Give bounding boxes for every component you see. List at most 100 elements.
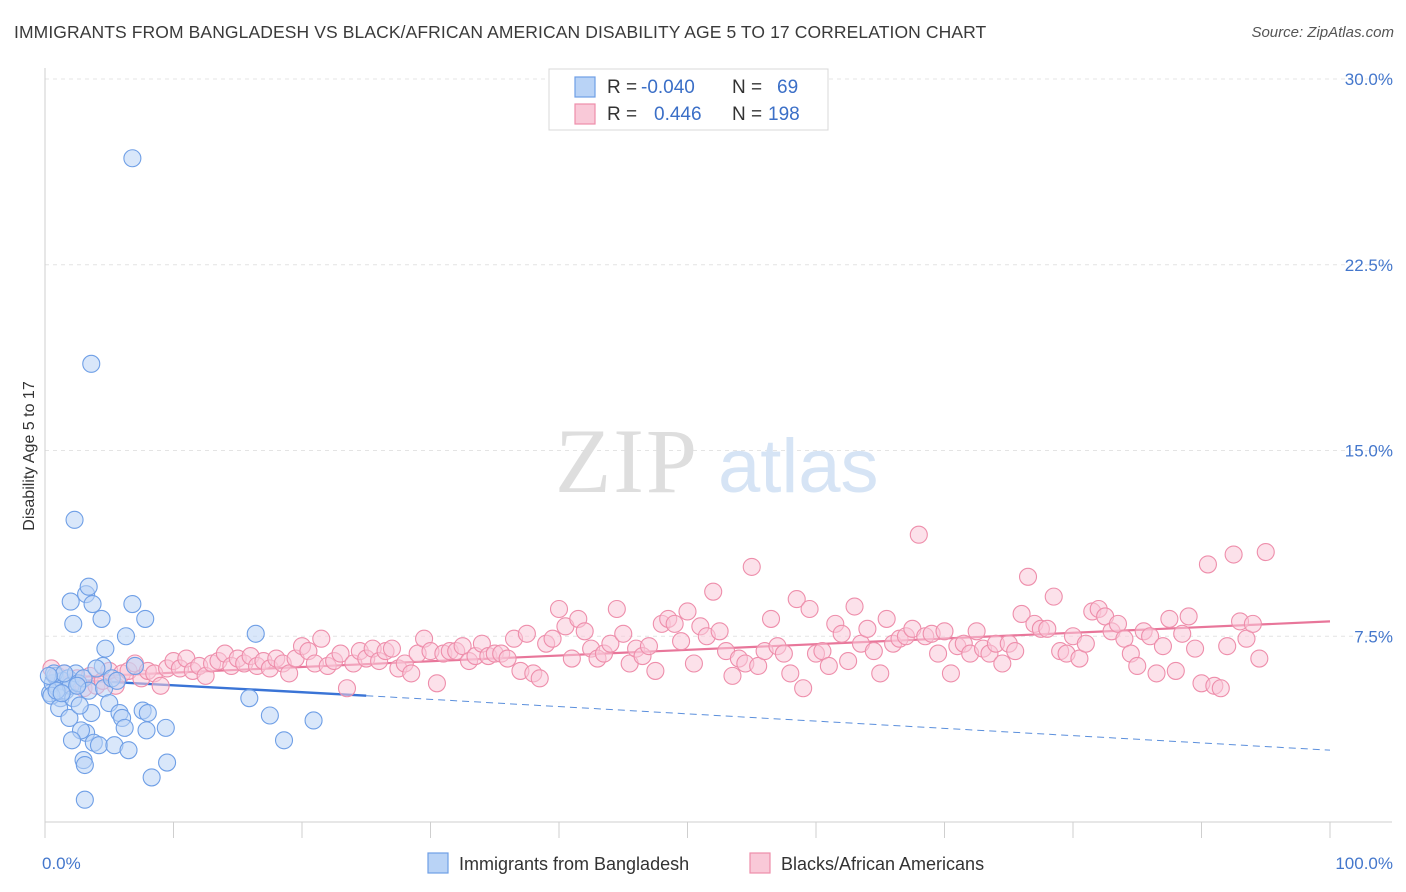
point-black-175 <box>1166 661 1185 680</box>
point-black-56 <box>402 664 421 683</box>
point-black-87 <box>601 634 620 653</box>
point-black-182 <box>1211 679 1230 698</box>
point-black-60 <box>427 674 446 693</box>
y-axis-label: Disability Age 5 to 17 <box>21 381 38 531</box>
point-bangladesh-46 <box>136 609 155 628</box>
point-bangladesh-57 <box>304 711 323 730</box>
point-black-172 <box>1147 664 1166 683</box>
source-label: Source: ZipAtlas.com <box>1251 24 1394 41</box>
point-black-151 <box>1012 604 1031 624</box>
point-black-180 <box>1198 555 1217 574</box>
point-black-115 <box>781 664 800 683</box>
point-black-169 <box>1128 656 1147 676</box>
chart-title: IMMIGRANTS FROM BANGLADESH VS BLACK/AFRI… <box>14 22 987 42</box>
point-bangladesh-65 <box>107 671 127 690</box>
point-black-174 <box>1160 609 1179 628</box>
point-black-99 <box>678 602 697 621</box>
point-black-100 <box>684 654 703 673</box>
point-bangladesh-53 <box>246 624 265 643</box>
data-points <box>39 149 1275 809</box>
point-bangladesh-43 <box>116 627 136 646</box>
point-black-93 <box>639 637 659 656</box>
watermark-atlas: atlas <box>718 424 879 509</box>
point-bangladesh-23 <box>89 736 109 755</box>
point-bangladesh-54 <box>240 689 259 708</box>
point-black-98 <box>672 632 691 651</box>
point-black-106 <box>723 666 742 685</box>
point-black-148 <box>993 654 1012 673</box>
point-black-139 <box>935 622 954 641</box>
point-bangladesh-68 <box>39 666 58 685</box>
series-legend: Immigrants from Bangladesh Blacks/Africa… <box>427 852 984 874</box>
point-bangladesh-35 <box>61 592 80 611</box>
point-black-184 <box>1224 545 1243 564</box>
point-black-161 <box>1076 634 1095 653</box>
y-tick-label-2: 22.5% <box>1345 256 1393 275</box>
point-bangladesh-56 <box>274 731 294 750</box>
point-black-117 <box>794 679 813 698</box>
point-bangladesh-15 <box>60 708 79 728</box>
point-black-178 <box>1186 639 1205 658</box>
stats-n-value-bangladesh: 69 <box>777 77 798 98</box>
point-black-42 <box>312 629 331 648</box>
point-bangladesh-63 <box>68 676 87 695</box>
stats-legend: R = -0.040 N = 69 R = 0.446 N = 198 <box>548 68 829 131</box>
point-bangladesh-21 <box>62 731 82 750</box>
point-black-97 <box>665 614 684 633</box>
point-black-171 <box>1141 627 1160 646</box>
point-black-109 <box>742 557 761 576</box>
point-bangladesh-50 <box>142 768 161 787</box>
point-black-188 <box>1250 649 1269 668</box>
point-black-152 <box>1018 567 1038 586</box>
y-tick-label-1: 15.0% <box>1345 442 1393 461</box>
point-black-144 <box>967 622 986 641</box>
watermark-zip: ZIP <box>555 410 699 512</box>
stats-n-label-black: N = <box>732 104 762 125</box>
legend-label-black[interactable]: Blacks/African Americans <box>781 854 984 874</box>
stats-r-value-bangladesh: -0.040 <box>641 77 695 98</box>
point-bangladesh-44 <box>123 595 142 614</box>
point-bangladesh-30 <box>119 741 138 760</box>
trend-line-bangladesh-extension <box>366 695 1331 751</box>
point-bangladesh-48 <box>138 703 157 723</box>
stats-n-label-bangladesh: N = <box>732 77 762 98</box>
point-black-155 <box>1038 619 1057 638</box>
point-bangladesh-34 <box>64 614 83 633</box>
point-black-150 <box>1006 642 1025 661</box>
point-black-17 <box>151 676 170 695</box>
point-bangladesh-55 <box>260 706 279 725</box>
legend-swatch-bangladesh[interactable] <box>427 852 449 874</box>
point-bangladesh-45 <box>125 656 144 676</box>
point-black-124 <box>839 651 858 671</box>
point-black-116 <box>787 590 806 609</box>
point-black-176 <box>1173 624 1192 643</box>
point-bangladesh-32 <box>75 755 94 775</box>
point-black-187 <box>1243 614 1262 633</box>
point-black-89 <box>614 624 633 643</box>
point-black-103 <box>704 582 723 601</box>
point-black-138 <box>929 644 948 663</box>
point-black-189 <box>1256 542 1275 562</box>
point-black-79 <box>549 599 569 619</box>
point-black-83 <box>575 622 594 641</box>
legend-label-bangladesh[interactable]: Immigrants from Bangladesh <box>459 854 689 874</box>
stats-swatch-black <box>574 103 596 125</box>
x-tick-labels: 0.0% 100.0% <box>42 854 1393 873</box>
stats-r-label-black: R = <box>607 104 637 125</box>
stats-r-label-bangladesh: R = <box>607 77 637 98</box>
point-bangladesh-52 <box>158 753 177 772</box>
point-black-183 <box>1218 637 1237 656</box>
legend-swatch-black[interactable] <box>749 852 771 874</box>
point-bangladesh-41 <box>96 639 115 658</box>
y-tick-labels: 7.5% 15.0% 22.5% 30.0% <box>1345 70 1393 646</box>
point-black-121 <box>819 656 838 676</box>
point-black-46 <box>337 679 357 698</box>
point-black-114 <box>774 644 793 663</box>
stats-swatch-bangladesh <box>574 76 596 98</box>
point-bangladesh-66 <box>70 696 89 715</box>
stats-r-value-black: 0.446 <box>654 104 702 125</box>
x-tick-label-1: 100.0% <box>1335 854 1393 873</box>
point-black-140 <box>941 664 960 683</box>
point-black-94 <box>646 661 665 680</box>
